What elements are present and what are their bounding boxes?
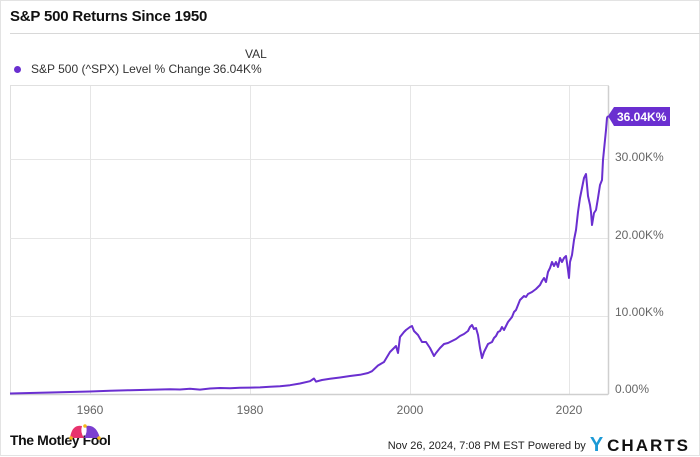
ycharts-logo[interactable]: Y CHARTS (590, 434, 690, 457)
y-tick-label: 30.00K% (615, 150, 664, 164)
x-tick-label: 2020 (556, 403, 583, 417)
legend-item-label: S&P 500 (^SPX) Level % Change (31, 62, 211, 76)
x-tick-label: 1980 (237, 403, 264, 417)
y-tick-label: 0.00% (615, 382, 649, 396)
jester-hat-icon (69, 424, 101, 440)
y-gridlines (10, 159, 608, 317)
x-tick-label: 1960 (77, 403, 104, 417)
title-divider (10, 33, 700, 34)
x-tick-label: 2000 (397, 403, 424, 417)
legend-item[interactable]: S&P 500 (^SPX) Level % Change 36.04K% (14, 62, 262, 76)
footer-attribution: Nov 26, 2024, 7:08 PM EST Powered by Y C… (388, 434, 690, 457)
x-gridlines (90, 86, 570, 394)
ycharts-wordmark: CHARTS (607, 435, 690, 455)
timestamp: Nov 26, 2024, 7:08 PM EST (387, 439, 525, 452)
series-color-dot-icon (14, 65, 21, 73)
y-tick-label: 20.00K% (615, 228, 664, 242)
y-tick-label: 10.00K% (615, 305, 664, 319)
legend-item-value: 36.04K% (213, 62, 262, 76)
series-line[interactable] (9, 115, 609, 395)
legend-column-header: VAL (245, 47, 267, 61)
svg-text:36.04K%: 36.04K% (617, 110, 667, 124)
ycharts-y-icon: Y (589, 434, 606, 456)
line-chart: 1960 1980 2000 2020 0.00% 10.00K% 20.00K… (9, 85, 670, 417)
chart-title: S&P 500 Returns Since 1950 (10, 8, 208, 25)
plot-area (10, 85, 609, 395)
powered-by-text: Powered by (527, 439, 586, 452)
end-value-label: 36.04K% (608, 107, 670, 126)
